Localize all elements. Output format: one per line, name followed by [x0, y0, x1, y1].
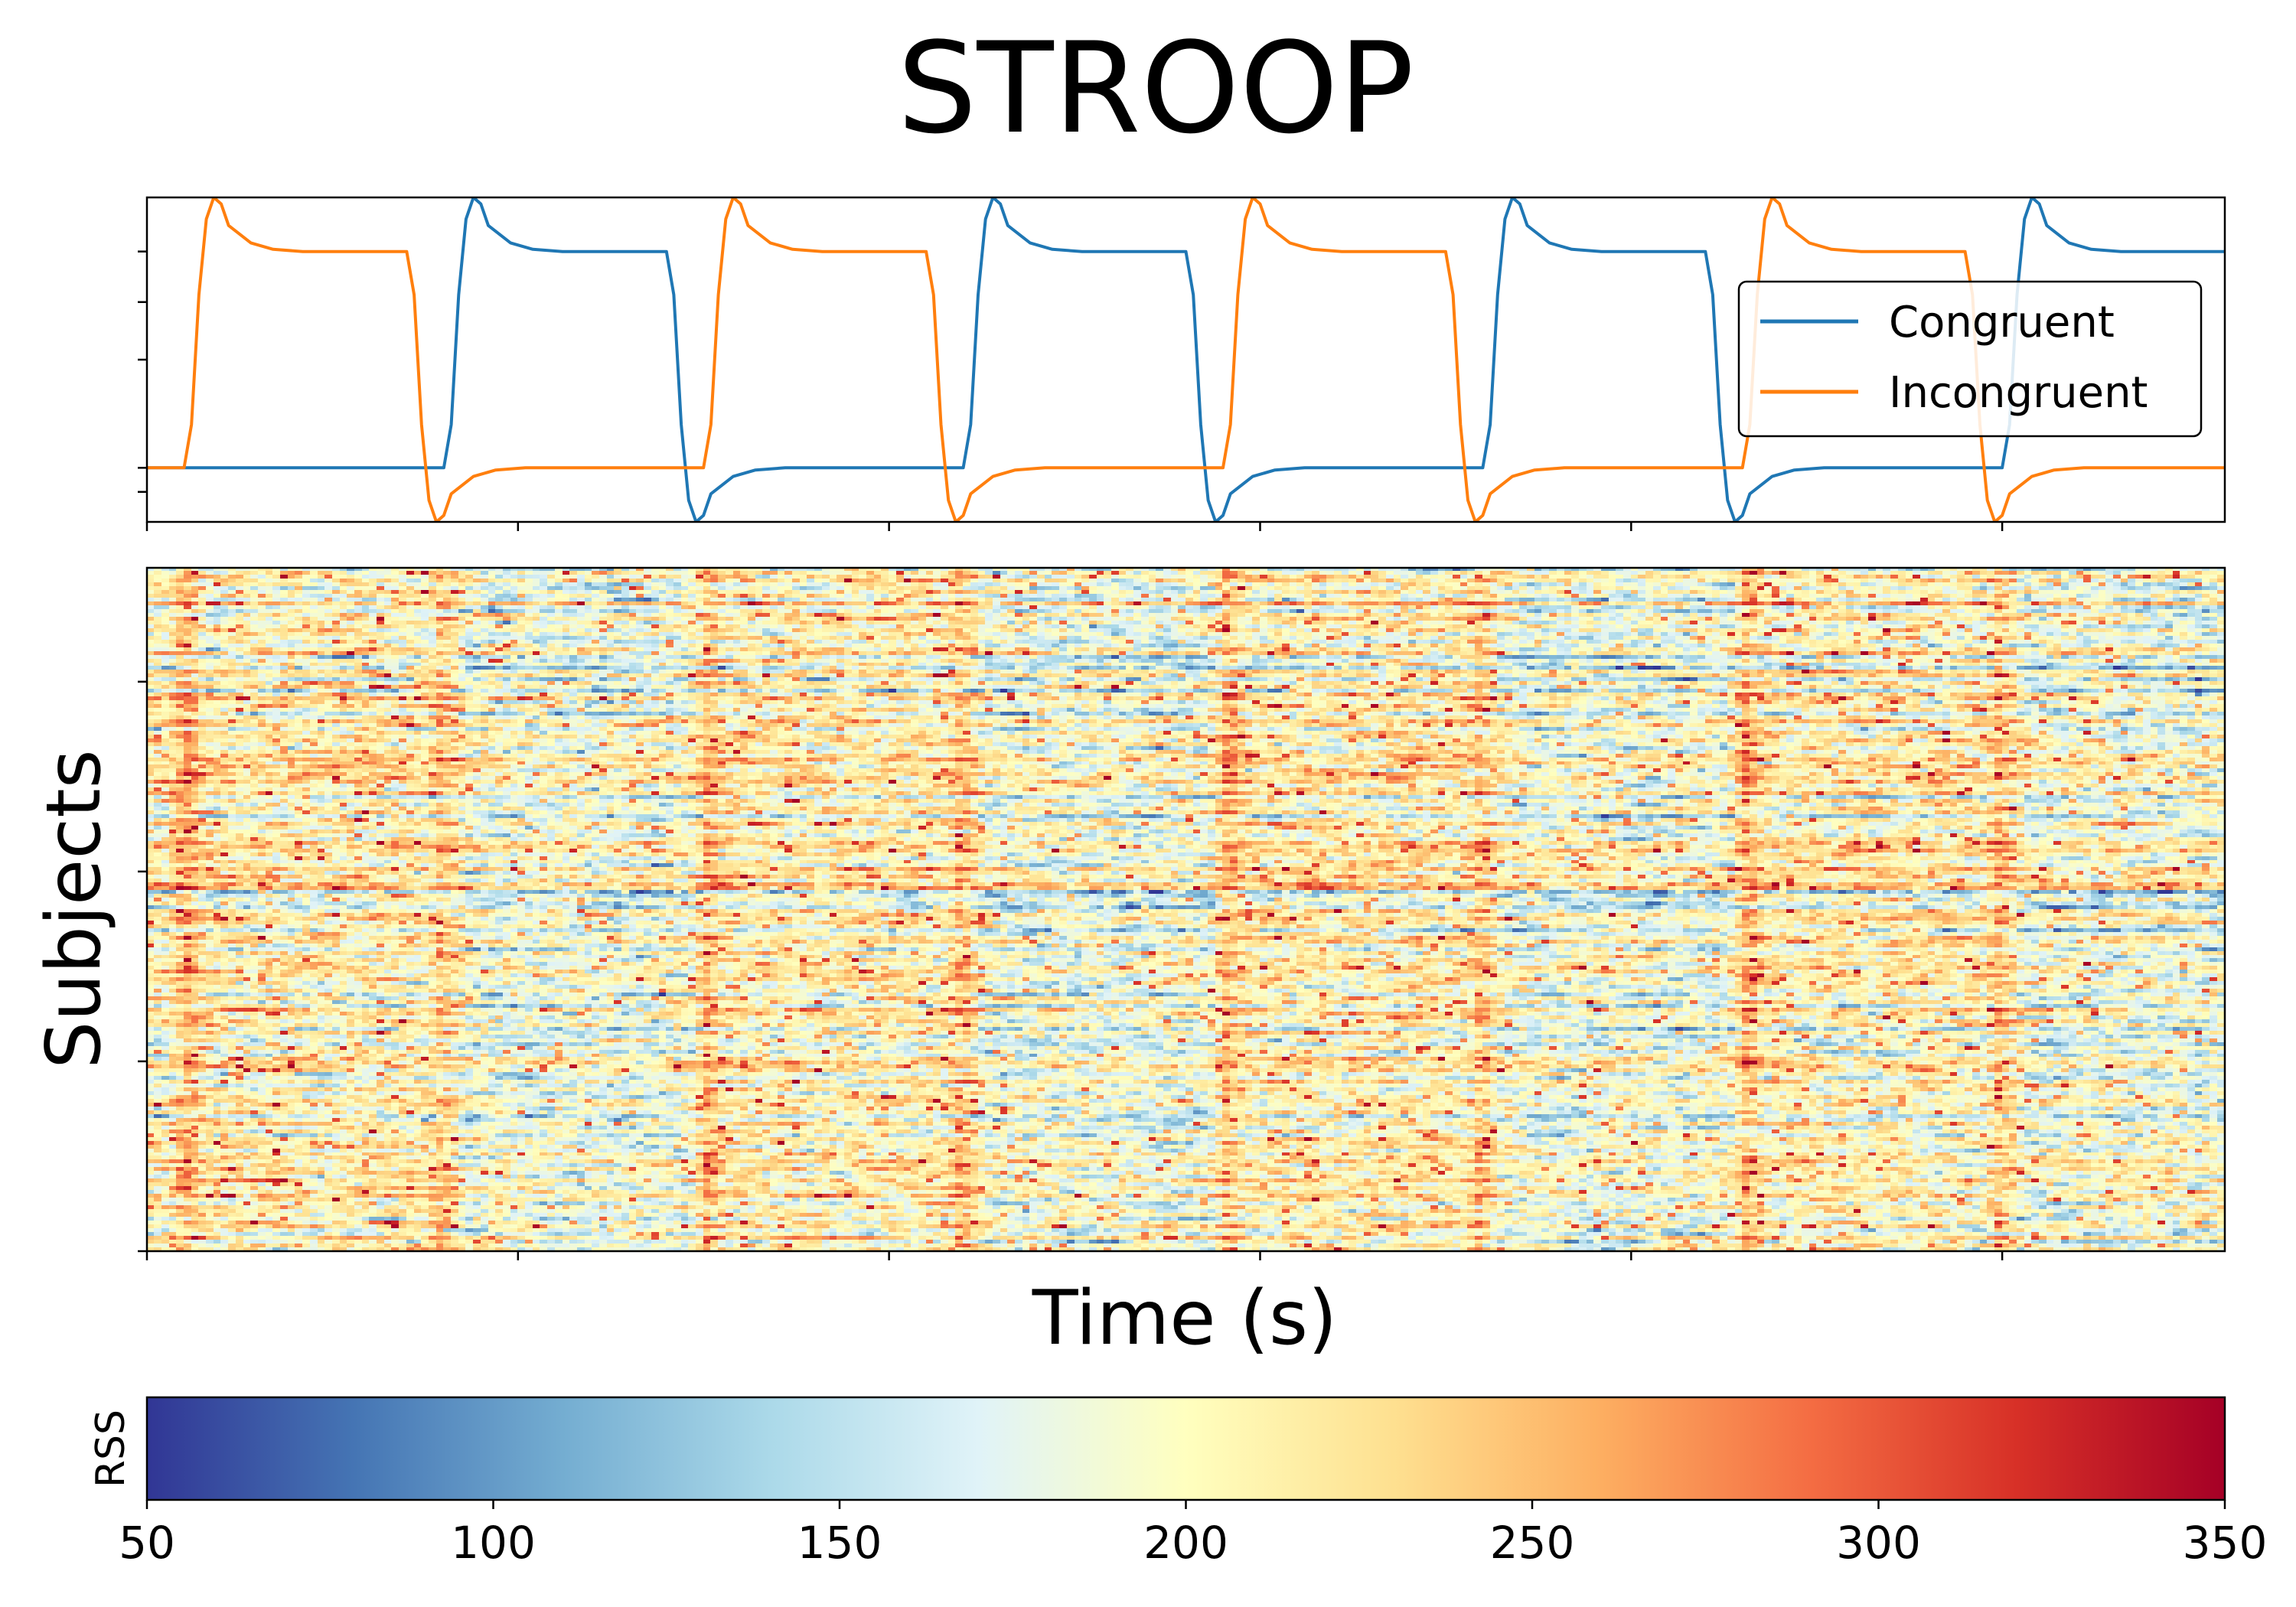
series-line-congruent — [147, 197, 2225, 522]
colorbar-tick-label: 250 — [1490, 1517, 1575, 1569]
colorbar-tick-label: 350 — [2183, 1517, 2268, 1569]
rss-heatmap — [147, 568, 2225, 1251]
legend: Congruent Incongruent — [1737, 280, 2203, 438]
legend-label-congruent: Congruent — [1889, 298, 2115, 347]
legend-label-incongruent: Incongruent — [1889, 368, 2148, 418]
colorbar: RSS 50 100 150 200 250 300 350 — [88, 1396, 2267, 1569]
heatmap-container — [147, 568, 2225, 1251]
colorbar-tick-label: 200 — [1143, 1517, 1228, 1569]
colorbar-tick-label: 300 — [1836, 1517, 1921, 1569]
series-line-incongruent — [147, 197, 2225, 522]
chart-title: STROOP — [897, 15, 1414, 161]
rss-heatmap-panel: Subjects Time (s) — [31, 301, 2226, 1362]
colorbar-gradient — [147, 1397, 2225, 1500]
regressor-lines — [147, 197, 2225, 522]
colorbar-tick-label: 50 — [119, 1517, 175, 1569]
x-axis-label: Time (s) — [1032, 1275, 1338, 1362]
colorbar-tick-label: 150 — [797, 1517, 882, 1569]
regressor-panel: Congruent Incongruent — [138, 196, 2226, 531]
heatmap-frame — [145, 566, 2226, 1253]
colorbar-label: RSS — [88, 1410, 134, 1488]
colorbar-tick-label: 100 — [451, 1517, 536, 1569]
y-axis-label: Subjects — [31, 749, 118, 1068]
regressor-ticks — [138, 250, 2004, 531]
colorbar-ticks: 50 100 150 200 250 300 350 — [119, 1500, 2267, 1569]
heatmap-ticks — [138, 301, 2004, 1260]
